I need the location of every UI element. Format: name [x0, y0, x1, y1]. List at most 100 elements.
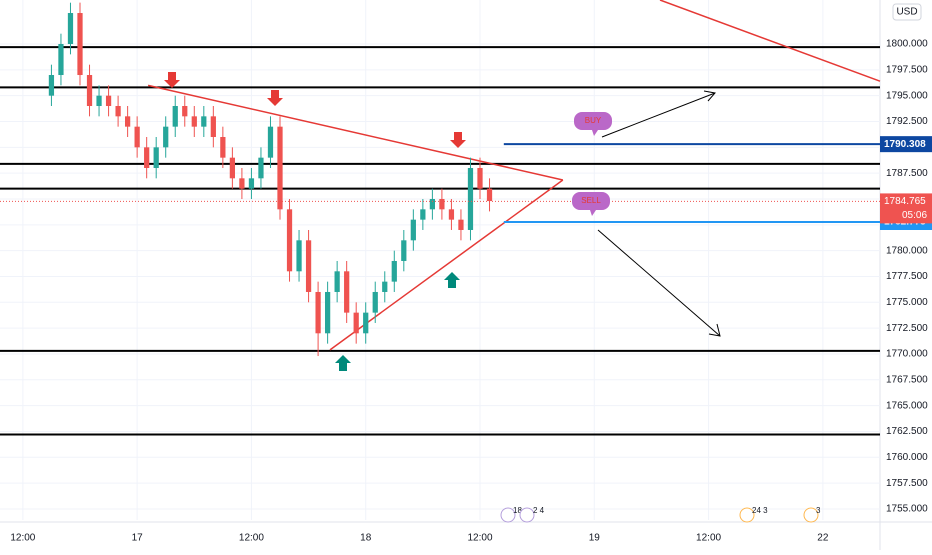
- y-tick-label: 1760.000: [886, 452, 928, 463]
- candle-body: [67, 13, 74, 45]
- candle-body: [248, 178, 255, 189]
- price-label: 1790.308: [884, 139, 926, 150]
- candle-body: [125, 116, 131, 127]
- trend-line: [329, 179, 564, 351]
- last-price-label: 1784.765: [884, 196, 926, 207]
- countdown: 05:06: [902, 210, 927, 221]
- y-tick-label: 1795.000: [886, 90, 928, 101]
- trend-line: [659, 0, 881, 82]
- candle-body: [182, 106, 188, 117]
- x-tick-label: 22: [817, 533, 829, 544]
- y-tick-label: 1777.500: [886, 271, 928, 282]
- last-price-box: [880, 193, 932, 224]
- bubble: [572, 192, 610, 216]
- x-tick-label: 19: [589, 533, 601, 544]
- y-tick-label: 1787.500: [886, 168, 928, 179]
- candle-body: [172, 106, 178, 127]
- candle-body: [134, 126, 140, 148]
- trend-line: [147, 84, 564, 181]
- candle-body: [458, 219, 464, 230]
- event-label: 24 3: [752, 506, 768, 515]
- candle-body: [277, 126, 283, 210]
- candle-body: [477, 167, 483, 189]
- candle-body: [410, 219, 416, 241]
- candle-body: [229, 157, 235, 179]
- candle-body: [325, 291, 331, 334]
- candle-body: [372, 291, 378, 313]
- x-tick-label: 12:00: [239, 533, 264, 544]
- candle-body: [201, 116, 207, 127]
- candle-body: [363, 312, 369, 334]
- candle-body: [267, 126, 274, 158]
- candle-body: [86, 75, 93, 107]
- candle-body: [429, 198, 435, 210]
- bubble-text: BUY: [585, 116, 602, 125]
- x-tick-label: 12:00: [696, 533, 721, 544]
- event-icon[interactable]: [739, 507, 755, 523]
- y-tick-label: 1775.000: [886, 297, 928, 308]
- candle-body: [315, 291, 321, 334]
- arrow-line: [597, 229, 721, 337]
- candle-body: [220, 136, 226, 158]
- candle-body: [296, 240, 302, 272]
- event-icon[interactable]: [519, 507, 535, 523]
- currency: USD: [896, 7, 917, 18]
- candle-body: [144, 147, 150, 168]
- candle-body: [439, 198, 445, 210]
- y-tick-label: 1755.000: [886, 504, 928, 515]
- event-label: 3: [816, 506, 821, 515]
- candle-body: [163, 126, 169, 148]
- y-tick-label: 1757.500: [886, 478, 928, 489]
- y-tick-label: 1765.000: [886, 400, 928, 411]
- x-tick-label: 12:00: [10, 533, 35, 544]
- down-arrow: [164, 72, 180, 88]
- candle-body: [382, 281, 388, 292]
- candle-body: [210, 116, 216, 137]
- candle-body: [448, 209, 455, 220]
- candle-body: [105, 95, 112, 107]
- y-tick-label: 1780.000: [886, 245, 928, 256]
- y-tick-label: 1770.000: [886, 349, 928, 360]
- x-tick-label: 12:00: [467, 533, 492, 544]
- event-icon[interactable]: [500, 507, 516, 523]
- up-arrow: [335, 355, 351, 371]
- candle-body: [77, 13, 83, 76]
- candle-body: [58, 44, 64, 76]
- event-label: 18: [513, 506, 522, 515]
- candle-body: [96, 95, 102, 107]
- candle-body: [391, 260, 397, 282]
- candle-body: [486, 188, 493, 202]
- arrow-head: [703, 90, 716, 102]
- y-tick-label: 1800.000: [886, 39, 928, 50]
- y-tick-label: 1772.500: [886, 323, 928, 334]
- down-arrow: [267, 90, 283, 106]
- candle-body: [344, 271, 350, 313]
- bubble-text: SELL: [581, 196, 601, 205]
- y-tick-label: 1797.500: [886, 64, 928, 75]
- down-arrow: [450, 132, 466, 148]
- candle-body: [401, 240, 407, 261]
- y-tick-label: 1792.500: [886, 116, 928, 127]
- y-tick-label: 1767.500: [886, 374, 928, 385]
- candle-body: [48, 75, 55, 96]
- event-icon[interactable]: [803, 507, 819, 523]
- x-tick-label: 17: [132, 533, 144, 544]
- candle-body: [258, 157, 264, 179]
- annotations: BUY SELL 18 2 4 24 3 3: [164, 72, 821, 523]
- arrow-head: [708, 323, 721, 337]
- candle-body: [115, 106, 121, 117]
- candle-body: [239, 178, 245, 189]
- candle-body: [305, 240, 312, 292]
- candle-body: [334, 271, 340, 292]
- event-label: 2 4: [533, 506, 545, 515]
- candle-body: [153, 147, 159, 168]
- candle-body: [420, 209, 426, 220]
- price-label-box: [880, 136, 932, 153]
- up-arrow: [444, 272, 460, 288]
- bubble: [574, 112, 612, 136]
- currency-badge[interactable]: [892, 3, 922, 21]
- arrow-line: [601, 92, 716, 138]
- candle-body: [467, 167, 474, 230]
